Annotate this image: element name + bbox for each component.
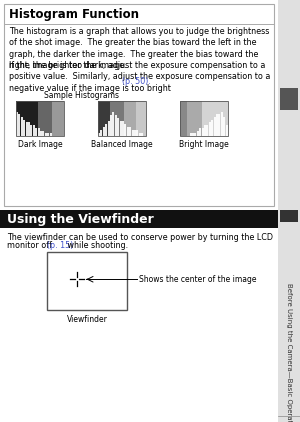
Bar (35, 128, 37, 136)
Text: Histogram Function: Histogram Function (9, 8, 139, 21)
Text: (p. 50).: (p. 50). (122, 77, 151, 86)
Bar (122, 121, 124, 136)
Bar (16, 101, 64, 136)
Bar (192, 133, 194, 136)
Bar (134, 130, 136, 136)
Bar (197, 130, 199, 136)
Bar (136, 130, 138, 136)
Text: Sample Histograms: Sample Histograms (44, 91, 119, 100)
Text: The viewfinder can be used to conserve power by turning the LCD: The viewfinder can be used to conserve p… (7, 233, 273, 242)
Bar (136, 101, 146, 136)
Bar (50, 133, 52, 136)
Bar (18, 114, 20, 136)
Text: monitor off: monitor off (7, 241, 55, 250)
Bar (278, 0, 300, 422)
Text: Viewfinder: Viewfinder (67, 315, 107, 324)
Bar (98, 133, 100, 136)
Bar (98, 101, 146, 136)
Bar (30, 125, 32, 136)
Bar (202, 128, 204, 136)
Bar (40, 130, 42, 136)
Text: Shows the center of the image: Shows the center of the image (139, 275, 256, 284)
Bar (33, 125, 35, 136)
Bar (98, 101, 110, 136)
Bar (202, 101, 228, 136)
Bar (190, 133, 192, 136)
Bar (108, 121, 109, 136)
Text: Dark Image: Dark Image (18, 140, 62, 149)
Bar (110, 101, 124, 136)
Bar (115, 114, 117, 136)
Bar (23, 120, 25, 136)
Bar (103, 127, 105, 136)
Bar (226, 125, 228, 136)
Text: (p. 15): (p. 15) (47, 241, 74, 250)
Bar (211, 120, 213, 136)
Bar (280, 210, 298, 222)
Bar (52, 101, 64, 136)
Text: The histogram is a graph that allows you to judge the brightness
of the shot ima: The histogram is a graph that allows you… (9, 27, 269, 70)
Bar (132, 130, 134, 136)
Bar (110, 114, 112, 136)
Bar (221, 111, 223, 136)
Text: Bright Image: Bright Image (179, 140, 229, 149)
Text: while shooting.: while shooting. (65, 241, 128, 250)
Bar (141, 133, 143, 136)
Bar (21, 117, 23, 136)
Bar (180, 101, 228, 136)
Bar (216, 114, 218, 136)
Bar (112, 111, 114, 136)
Bar (139, 133, 141, 136)
Bar (218, 114, 220, 136)
Bar (45, 133, 47, 136)
Bar (120, 121, 122, 136)
Bar (47, 133, 49, 136)
Bar (42, 130, 44, 136)
Bar (0, 210, 278, 228)
Text: Balanced Image: Balanced Image (91, 140, 153, 149)
Bar (28, 122, 30, 136)
Bar (280, 88, 298, 110)
Bar (100, 130, 102, 136)
Bar (4, 4, 274, 206)
Bar (16, 111, 18, 136)
Bar (223, 117, 225, 136)
Bar (180, 101, 187, 136)
Bar (124, 101, 136, 136)
Bar (38, 101, 52, 136)
Bar (124, 124, 126, 136)
Bar (206, 125, 208, 136)
Bar (204, 125, 206, 136)
Bar (26, 122, 28, 136)
Bar (194, 133, 196, 136)
Bar (127, 127, 129, 136)
Bar (214, 117, 216, 136)
Bar (105, 124, 107, 136)
Bar (16, 101, 38, 136)
Bar (47, 252, 127, 310)
Bar (209, 122, 211, 136)
Text: Using the Viewfinder: Using the Viewfinder (7, 213, 154, 225)
Bar (117, 118, 119, 136)
Text: Before Using the Camera—Basic Operations: Before Using the Camera—Basic Operations (286, 283, 292, 422)
Bar (129, 127, 131, 136)
Bar (199, 128, 201, 136)
Text: If the image is too dark, adjust the exposure compensation to a
positive value. : If the image is too dark, adjust the exp… (9, 61, 270, 93)
Bar (187, 101, 202, 136)
Bar (38, 128, 40, 136)
